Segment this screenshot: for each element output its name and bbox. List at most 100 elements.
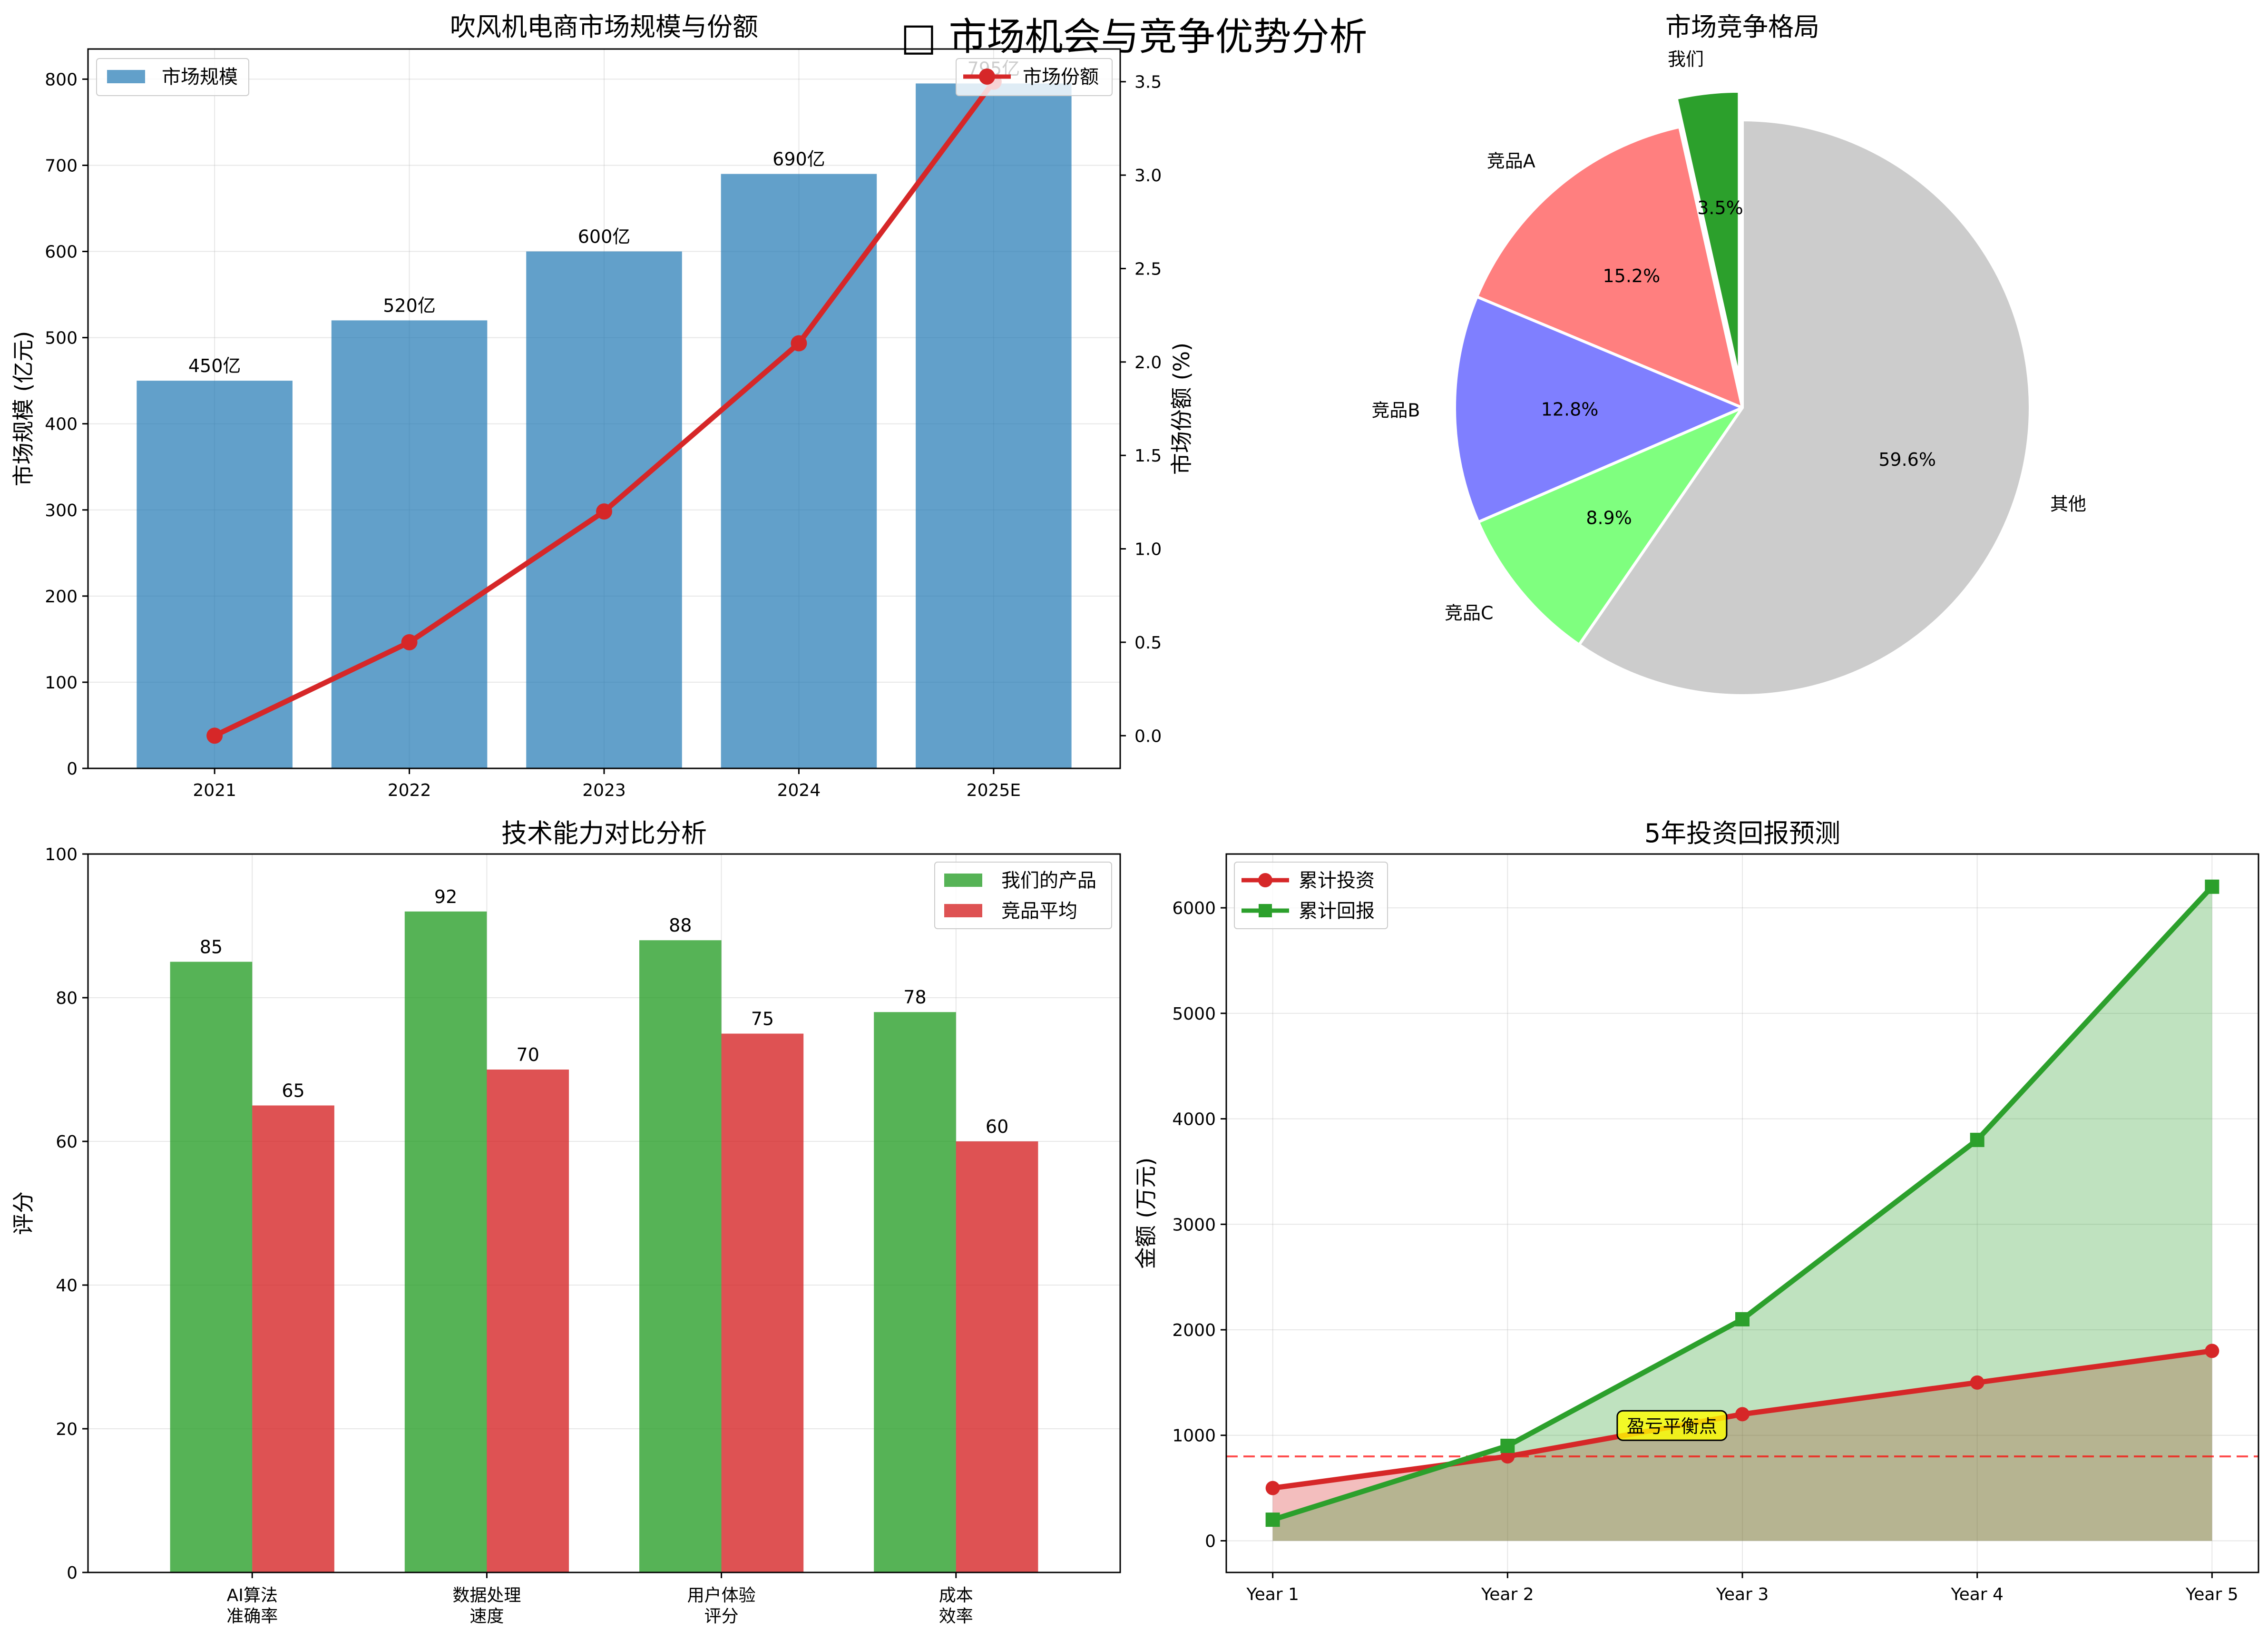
market-size-bar-label: 450亿 (188, 355, 241, 376)
market-share-point (206, 727, 223, 744)
x-tick-label: 成本 (939, 1586, 973, 1605)
market-size-ticks: 0 100 200 300 400 500 600 700 800 0.0 0.5 1.0 1.5 2.0… (45, 70, 1162, 800)
tech-bar-value-label: 88 (669, 915, 692, 936)
x-tick-label: 2025E (967, 781, 1021, 800)
market-size-ylabel: 市场规模 (亿元) (10, 331, 36, 487)
x-tick-label: 2021 (193, 781, 236, 800)
x-tick-label: Year 5 (2185, 1585, 2239, 1604)
our-product-bar (404, 911, 487, 1572)
y2-tick-label: 1.5 (1134, 446, 1162, 466)
tech-bar-value-label: 70 (517, 1044, 539, 1065)
y-tick-label: 600 (45, 243, 78, 262)
pie-category-label: 竞品C (1445, 602, 1494, 623)
y-tick-label: 100 (45, 845, 78, 864)
tech-comparison-ylabel: 评分 (10, 1191, 36, 1235)
return-point (1970, 1132, 1984, 1147)
y-tick-label: 700 (45, 156, 78, 176)
tech-bar-value-label: 65 (282, 1080, 304, 1101)
y2-tick-label: 2.5 (1134, 259, 1162, 279)
y-tick-label: 0 (67, 759, 78, 779)
return-point (1500, 1438, 1515, 1453)
tech-bar-value-label: 75 (751, 1009, 774, 1030)
x-tick-label: 2023 (582, 781, 626, 800)
y-tick-label: 0 (67, 1563, 78, 1583)
roi-forecast-ylabel: 金额 (万元) (1133, 1158, 1159, 1269)
market-size-legend: 市场规模 (96, 58, 249, 96)
tech-bar-value-label: 92 (434, 886, 457, 907)
market-size-chart: 吹风机电商市场规模与份额 450亿520亿600亿690亿795亿 010020… (10, 12, 1194, 800)
pie-percent-label: 3.5% (1697, 197, 1743, 218)
x-tick-label: 效率 (939, 1607, 973, 1626)
breakeven-annotation-box (1616, 1410, 1728, 1441)
competitor-bar (956, 1141, 1038, 1572)
x-tick-label: 准确率 (226, 1607, 278, 1626)
x-tick-label: 速度 (469, 1607, 504, 1626)
y-tick-label: 40 (56, 1276, 78, 1296)
market-share-point (401, 634, 418, 650)
breakeven-annotation-text: 盈亏平衡点 (1627, 1416, 1717, 1437)
return-point (1735, 1312, 1750, 1326)
tech-bar-value-label: 85 (200, 937, 223, 958)
x-tick-label: Year 2 (1481, 1585, 1534, 1604)
tech-bar-value-label: 60 (986, 1116, 1008, 1137)
x-tick-label: Year 3 (1716, 1585, 1769, 1604)
competitor-bar (252, 1105, 334, 1572)
market-size-bar-label: 600亿 (578, 226, 631, 247)
y2-tick-label: 1.0 (1134, 540, 1162, 560)
y-tick-label: 800 (45, 70, 78, 89)
return-point (2205, 879, 2219, 894)
legend-market-size: 市场规模 (162, 66, 238, 88)
y2-tick-label: 3.5 (1134, 73, 1162, 92)
y2-tick-label: 3.0 (1134, 166, 1162, 186)
competition-pie-chart: 市场竞争格局 我们 3.5% 竞品A 15.2% 竞品B 12.8% 竞品C 8.9% 其他 59… (1371, 12, 2086, 697)
roi-forecast-chart: 5年投资回报预测 盈亏平衡点 0 1000 2000 3000 4000 5000 6000… (1133, 818, 2259, 1604)
tech-comparison-legend: 我们的产品 竞品平均 (934, 862, 1112, 929)
pie-category-label: 竞品A (1487, 151, 1535, 172)
pie-category-label: 其他 (2050, 493, 2086, 514)
y-tick-label: 200 (45, 587, 78, 607)
tech-comparison-plot-frame (87, 853, 1121, 1573)
pie-percent-label: 15.2% (1603, 265, 1661, 286)
pie-category-label: 竞品B (1371, 400, 1420, 421)
legend-competitor-average: 竞品平均 (1001, 900, 1077, 922)
competitor-bar (487, 1070, 569, 1572)
y-tick-label: 80 (56, 989, 78, 1008)
market-share-legend: 市场份额 (956, 58, 1113, 96)
roi-forecast-grid (1226, 854, 2258, 1572)
our-product-bar (170, 962, 253, 1572)
y-tick-label: 300 (45, 501, 78, 520)
tech-bar-value-label: 78 (903, 987, 926, 1008)
roi-forecast-lines: 盈亏平衡点 (1265, 879, 2219, 1527)
market-size-bar (721, 174, 877, 768)
market-share-point (791, 335, 807, 352)
y-tick-label: 3000 (1172, 1215, 1216, 1235)
our-product-bar (639, 940, 722, 1572)
y-tick-label: 1000 (1172, 1426, 1216, 1446)
legend-our-product: 我们的产品 (1001, 870, 1096, 892)
y-tick-label: 100 (45, 673, 78, 693)
pie-wedge (1476, 404, 1747, 647)
investment-point (1265, 1481, 1280, 1495)
legend-market-share: 市场份额 (1023, 66, 1099, 88)
market-share-ylabel: 市场份额 (%) (1169, 343, 1194, 475)
y-tick-label: 4000 (1172, 1110, 1216, 1129)
y-tick-label: 500 (45, 329, 78, 348)
x-tick-label: 数据处理 (452, 1586, 521, 1605)
return-point (1265, 1512, 1280, 1527)
market-size-bar (916, 83, 1072, 768)
market-size-bar (137, 381, 293, 768)
investment-area (1272, 1351, 2212, 1541)
y-tick-label: 0 (1205, 1532, 1216, 1551)
roi-forecast-ticks: 0 1000 2000 3000 4000 5000 6000 Year 1 Year 2 Yea… (1172, 899, 2238, 1604)
pie-percent-label: 12.8% (1541, 399, 1599, 420)
competition-pie-title: 市场竞争格局 (1665, 12, 1819, 42)
tech-comparison-title: 技术能力对比分析 (501, 818, 707, 848)
pie-percent-label: 8.9% (1586, 508, 1632, 529)
legend-cumulative-investment: 累计投资 (1299, 870, 1375, 892)
tech-comparison-bars: 85 92 88 78 65 70 75 60 (170, 886, 1038, 1572)
pie-category-label: 我们 (1668, 49, 1704, 69)
legend-cumulative-return: 累计回报 (1299, 900, 1375, 922)
y2-tick-label: 0.5 (1134, 633, 1162, 653)
y2-tick-label: 2.0 (1134, 353, 1162, 373)
